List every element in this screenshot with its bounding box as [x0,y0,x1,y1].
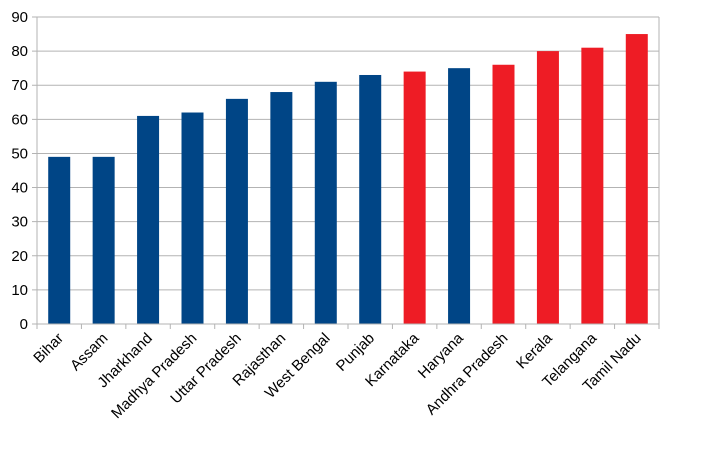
y-tick-label: 0 [20,316,28,333]
y-tick-label: 70 [11,77,28,94]
x-tick-label: Andhra Pradesh [423,330,512,419]
bar-west-bengal [314,81,337,324]
y-tick-label: 40 [11,180,28,197]
bar-andhra-pradesh [492,64,515,324]
bar-madhya-pradesh [181,112,204,324]
y-tick-label: 10 [11,282,28,299]
y-tick-label: 60 [11,111,28,128]
y-tick-labels: 0 10 20 30 40 50 60 70 80 90 [11,9,28,333]
x-tick-label: Bihar [30,330,67,367]
bar-assam [92,156,115,324]
bar-bihar [48,156,71,324]
bars [48,34,648,325]
x-tick-label: Kerala [513,329,556,372]
bar-karnataka [403,71,426,324]
axes [32,17,660,329]
y-tick-label: 50 [11,145,28,162]
bar-rajasthan [270,92,293,325]
bar-haryana [448,68,471,325]
bar-kerala [536,51,559,324]
bar-uttar-pradesh [225,98,248,324]
bar-punjab [359,74,382,324]
y-tick-label: 90 [11,9,28,26]
bar-telangana [581,47,604,324]
y-tick-label: 80 [11,43,28,60]
bar-jharkhand [137,115,160,324]
gridlines [32,16,659,325]
y-tick-label: 20 [11,248,28,265]
bar-tamil-nadu [625,34,648,325]
y-tick-label: 30 [11,214,28,231]
